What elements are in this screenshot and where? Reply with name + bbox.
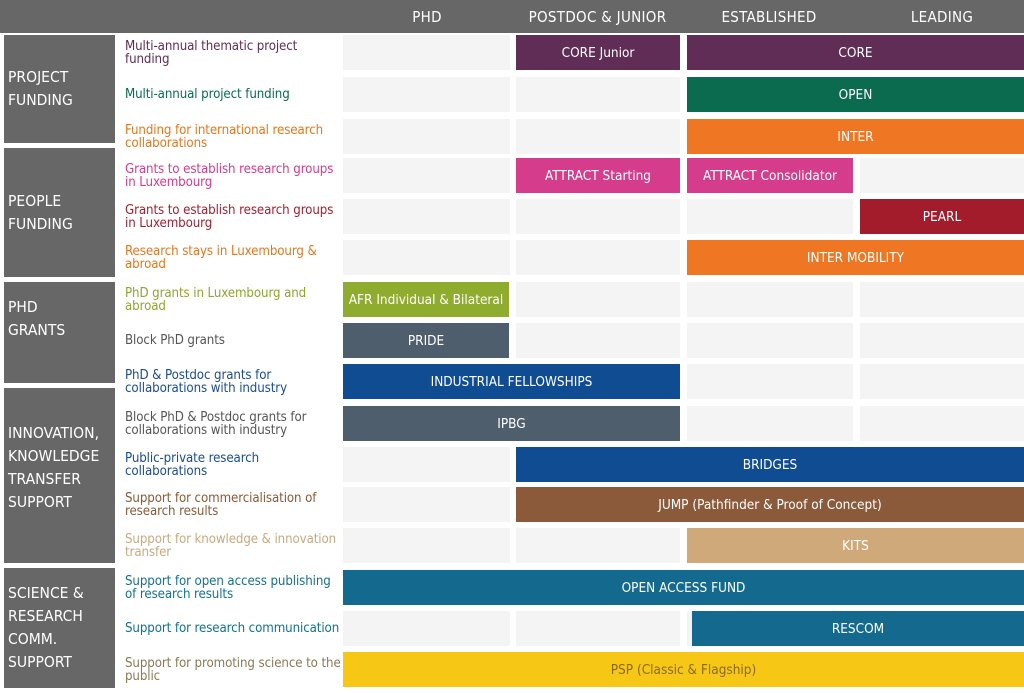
program-bar-core: CORE: [687, 35, 1024, 70]
empty-cell: [516, 119, 680, 154]
program-bar-attract-starting: ATTRACT Starting: [516, 158, 680, 193]
category-innovation-knowledge-transfer: INNOVATION, KNOWLEDGE TRANSFER SUPPORT: [4, 388, 115, 563]
row-description: Block PhD grants: [125, 333, 225, 348]
category-line: PROJECT: [8, 68, 69, 86]
row-description: Public-private research collaborations: [125, 450, 260, 479]
category-line: PEOPLE: [8, 191, 62, 210]
program-bar-pearl: PEARL: [860, 199, 1024, 234]
empty-cell: [343, 119, 510, 154]
row-description: Support for research communication: [125, 621, 340, 636]
category-line: SUPPORT: [8, 493, 72, 511]
empty-cell: [343, 611, 510, 646]
category-line: SCIENCE &: [8, 584, 84, 602]
category-science-research-communication: SCIENCE & RESEARCH COMM. SUPPORT: [4, 568, 115, 688]
empty-cell: [687, 199, 853, 234]
program-bar-industrial-fellowships: INDUSTRIAL FELLOWSHIPS: [343, 364, 680, 399]
category-line: PHD: [8, 298, 38, 316]
empty-cell: [516, 282, 680, 317]
row-description: Funding for international research colla…: [125, 122, 323, 151]
category-line: GRANTS: [8, 321, 66, 339]
empty-cell: [516, 77, 680, 112]
empty-cell: [343, 528, 510, 563]
program-bar-rescom: RESCOM: [692, 611, 1024, 646]
category-line: FUNDING: [8, 214, 73, 233]
empty-cell: [860, 323, 1024, 358]
program-bar-jump-pathfinder-proof-of-concept: JUMP (Pathfinder & Proof of Concept): [516, 487, 1024, 522]
empty-cell: [687, 406, 853, 441]
row-description: Support for commercialisation of researc…: [125, 490, 317, 519]
category-line: COMM.: [8, 630, 58, 648]
program-bar-bridges: BRIDGES: [516, 447, 1024, 482]
empty-cell: [687, 364, 853, 399]
empty-cell: [516, 528, 680, 563]
row-description: Support for promoting science to the pub…: [125, 655, 341, 684]
column-header-postdoc-junior: POSTDOC & JUNIOR: [528, 8, 667, 26]
empty-cell: [343, 77, 510, 112]
empty-cell: [343, 35, 510, 70]
program-bar-pride: PRIDE: [343, 323, 509, 358]
category-line: SUPPORT: [8, 653, 72, 671]
row-description: Grants to establish research groups in L…: [125, 161, 334, 190]
empty-cell: [343, 199, 510, 234]
empty-cell: [860, 364, 1024, 399]
program-bar-core-junior: CORE Junior: [516, 35, 680, 70]
header-bar: [0, 0, 1024, 33]
empty-cell: [860, 282, 1024, 317]
category-line: RESEARCH: [8, 607, 83, 625]
category-line: TRANSFER: [8, 470, 81, 488]
empty-cell: [860, 406, 1024, 441]
program-bar-open-access-fund: OPEN ACCESS FUND: [343, 570, 1024, 605]
category-line: KNOWLEDGE: [8, 447, 100, 465]
category-people-funding: PEOPLE FUNDING: [4, 148, 115, 277]
row-description: Research stays in Luxembourg & abroad: [125, 243, 317, 272]
row-description: Block PhD & Postdoc grants for collabora…: [125, 409, 307, 438]
program-bar-ipbg: IPBG: [343, 406, 680, 441]
column-header-leading: LEADING: [910, 8, 974, 26]
empty-cell: [343, 158, 510, 193]
row-description: PhD & Postdoc grants for collaborations …: [125, 367, 287, 396]
empty-cell: [516, 199, 680, 234]
category-project-funding: PROJECT FUNDING: [4, 35, 115, 143]
column-header-phd: PHD: [412, 8, 442, 26]
empty-cell: [516, 240, 680, 275]
row-description: Grants to establish research groups in L…: [125, 202, 334, 231]
program-bar-inter: INTER: [687, 119, 1024, 154]
program-bar-psp-classic-flagship: PSP (Classic & Flagship): [343, 652, 1024, 687]
category-line: FUNDING: [8, 91, 73, 109]
empty-cell: [343, 447, 510, 482]
row-description: Support for open access publishing of re…: [125, 573, 331, 602]
program-bar-attract-consolidator: ATTRACT Consolidator: [687, 158, 853, 193]
row-description: Support for knowledge & innovation trans…: [125, 531, 337, 560]
empty-cell: [516, 611, 680, 646]
program-bar-open: OPEN: [687, 77, 1024, 112]
empty-cell: [687, 323, 853, 358]
category-line: INNOVATION,: [8, 424, 100, 442]
category-phd-grants: PHD GRANTS: [4, 282, 115, 383]
row-description: PhD grants in Luxembourg and abroad: [125, 285, 307, 314]
program-bar-inter-mobility: INTER MOBILITY: [687, 240, 1024, 275]
program-bar-kits: KITS: [687, 528, 1024, 563]
program-bar-afr-individual-bilateral: AFR Individual & Bilateral: [343, 282, 509, 317]
empty-cell: [687, 282, 853, 317]
empty-cell: [860, 158, 1024, 193]
row-description: Multi-annual thematic project funding: [125, 38, 298, 67]
empty-cell: [343, 487, 510, 522]
row-description: Multi-annual project funding: [125, 87, 290, 102]
column-header-established: ESTABLISHED: [721, 8, 817, 26]
empty-cell: [516, 323, 680, 358]
empty-cell: [343, 240, 510, 275]
